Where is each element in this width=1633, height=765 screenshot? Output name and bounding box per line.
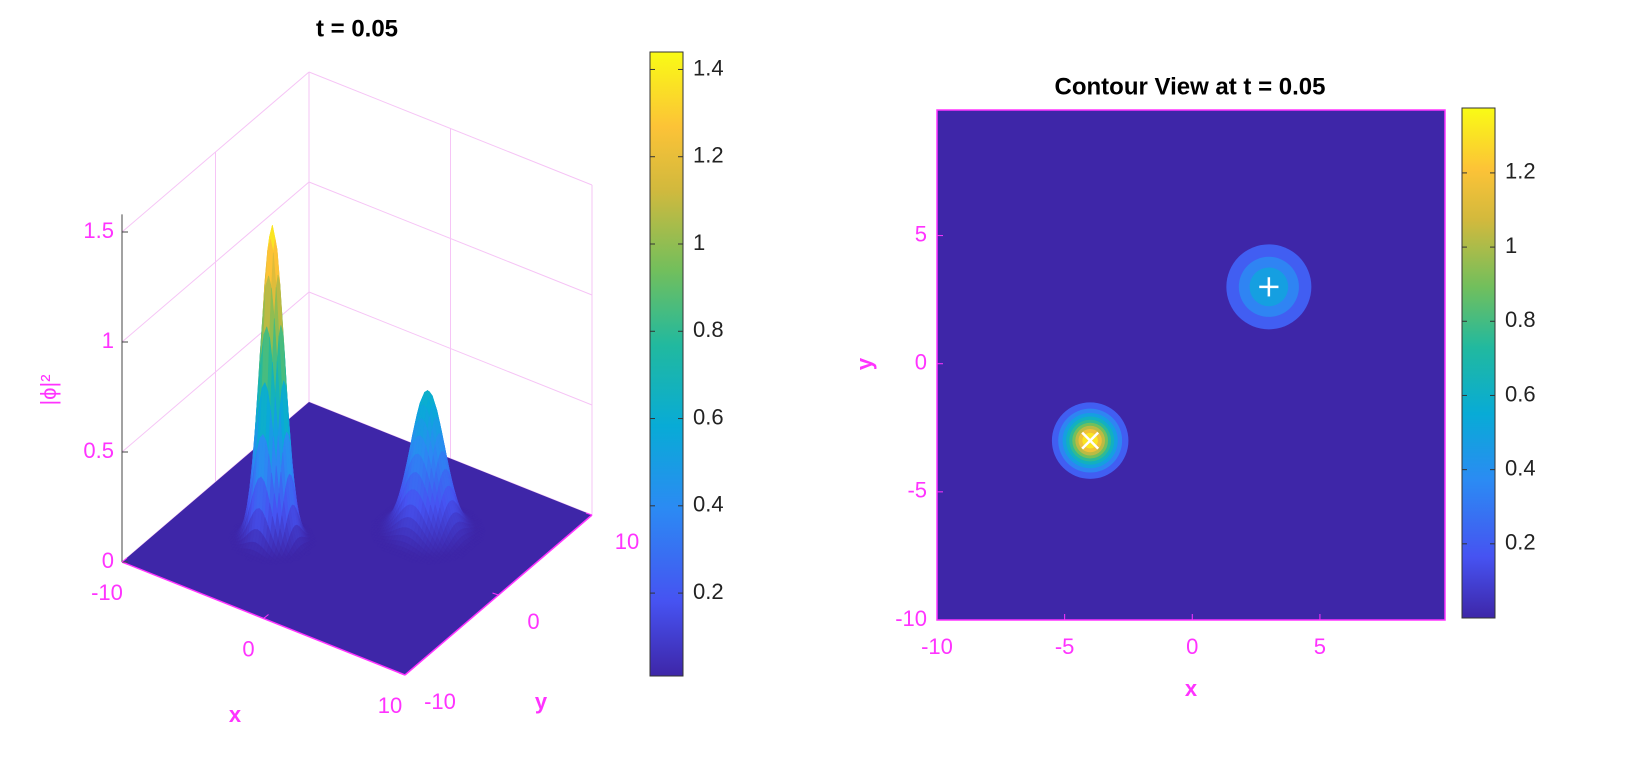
x-tick-label: 0 bbox=[242, 636, 254, 661]
z-tick-label: 1.5 bbox=[83, 218, 114, 243]
floor bbox=[122, 402, 592, 675]
colorbar-tick-label: 0.8 bbox=[1505, 307, 1536, 332]
colorbar-tick-label: 0.4 bbox=[1505, 455, 1536, 480]
chart-title: Contour View at t = 0.05 bbox=[1055, 73, 1326, 100]
y-axis-label: y bbox=[535, 689, 548, 714]
x-axis-label: x bbox=[1185, 676, 1198, 701]
tick bbox=[263, 614, 269, 619]
surface-patch bbox=[445, 559, 451, 564]
z-axis-label: |ϕ|² bbox=[36, 374, 61, 405]
surface-patch bbox=[451, 557, 458, 562]
marker-stroke bbox=[1081, 431, 1100, 450]
surface-patch bbox=[260, 560, 267, 565]
y-tick-label: -5 bbox=[907, 478, 927, 503]
z-tick-label: 1 bbox=[102, 328, 114, 353]
colorbar-tick-label: 0.2 bbox=[693, 579, 724, 604]
colorbar bbox=[1461, 107, 1496, 619]
surface-patch bbox=[287, 559, 293, 564]
y-tick-label: 5 bbox=[915, 221, 927, 246]
surface bbox=[227, 225, 487, 566]
tick bbox=[398, 672, 406, 676]
surface-patch bbox=[282, 559, 289, 564]
x-tick-label: -10 bbox=[921, 634, 953, 659]
tick bbox=[404, 670, 411, 676]
tick bbox=[585, 512, 593, 516]
y-axis-label: y bbox=[852, 357, 877, 370]
axes-box bbox=[936, 109, 1446, 621]
x-tick-label: 10 bbox=[378, 693, 402, 718]
x-tick-label: -5 bbox=[1055, 634, 1075, 659]
y-tick-label: 0 bbox=[527, 609, 539, 634]
chart-title: t = 0.05 bbox=[316, 15, 398, 42]
plot-area bbox=[937, 110, 1445, 620]
surface-patch bbox=[293, 557, 300, 562]
colorbar-tick-label: 0.4 bbox=[693, 492, 724, 517]
colorbar-tick-label: 1 bbox=[693, 230, 705, 255]
colorbar-tick-label: 0.8 bbox=[693, 317, 724, 342]
peak-marker bbox=[1259, 277, 1279, 297]
colorbar-tick-label: 0.6 bbox=[693, 404, 724, 429]
colorbar-tick-label: 1 bbox=[1505, 233, 1517, 258]
tick bbox=[121, 557, 128, 563]
y-tick-label: 0 bbox=[915, 350, 927, 375]
colorbar-tick-label: 1.4 bbox=[693, 55, 724, 80]
x-tick-label: 5 bbox=[1314, 634, 1326, 659]
x-axis-label: x bbox=[229, 702, 242, 727]
y-tick-label: -10 bbox=[895, 606, 927, 631]
colorbar bbox=[649, 51, 684, 677]
colorbar-tick-label: 1.2 bbox=[693, 143, 724, 168]
tick bbox=[492, 592, 499, 596]
colorbar-tick-label: 1.2 bbox=[1505, 159, 1536, 184]
x-tick-label: -10 bbox=[91, 580, 123, 605]
surface-patch bbox=[458, 555, 464, 560]
colorbar-tick-label: 0.6 bbox=[1505, 381, 1536, 406]
peak-marker bbox=[1081, 431, 1100, 450]
y-tick-label: 10 bbox=[615, 529, 639, 554]
surface-patch bbox=[303, 552, 310, 557]
z-tick-label: 0 bbox=[102, 548, 114, 573]
colorbar-tick-label: 0.2 bbox=[1505, 530, 1536, 555]
z-tick-label: 0.5 bbox=[83, 438, 114, 463]
y-tick-label: -10 bbox=[424, 689, 456, 714]
x-tick-label: 0 bbox=[1186, 634, 1198, 659]
